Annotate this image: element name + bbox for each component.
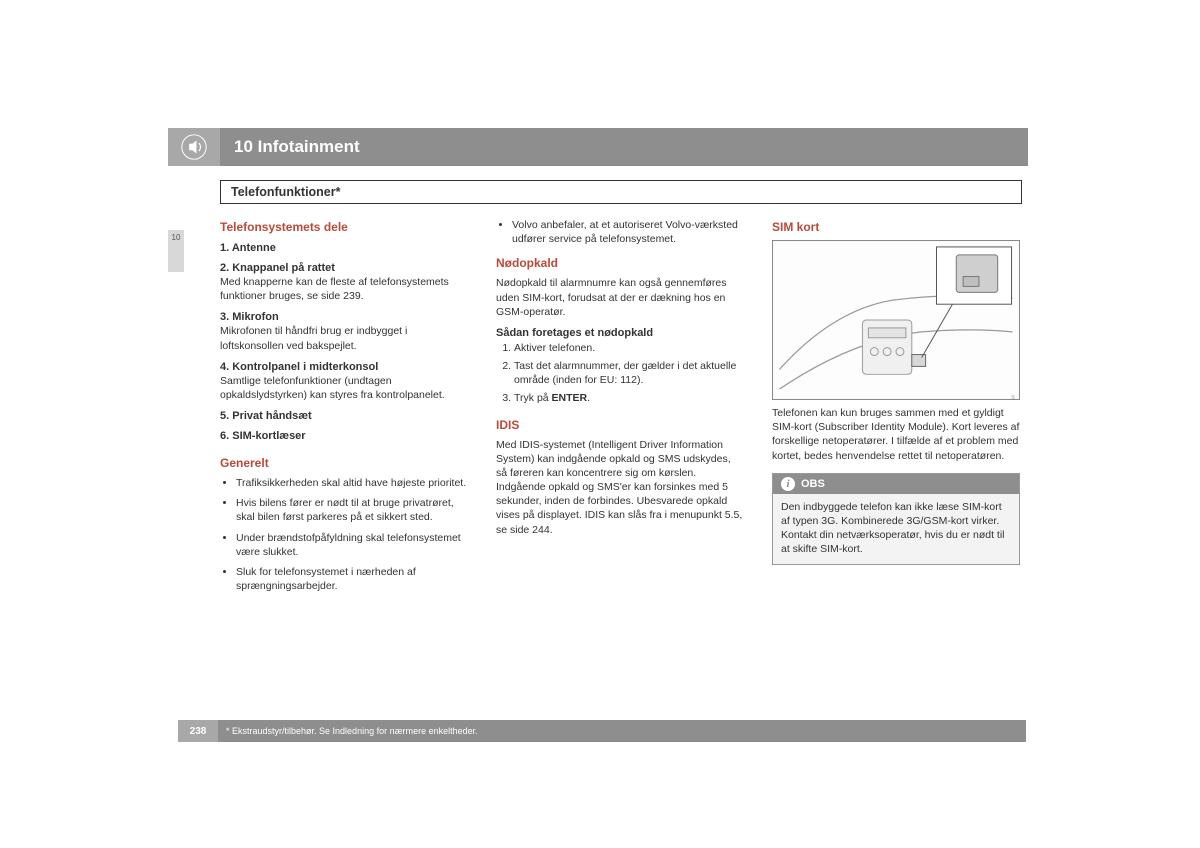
footer-note: * Ekstraudstyr/tilbehør. Se Indledning f… <box>218 726 478 736</box>
heading-emergency: Nødopkald <box>496 256 744 270</box>
item-4-text: Samtlige telefonfunktioner (undtagen opk… <box>220 374 468 402</box>
item-2-text: Med knapperne kan de fleste af telefonsy… <box>220 275 468 303</box>
page-footer: 238 * Ekstraudstyr/tilbehør. Se Indledni… <box>178 720 1026 742</box>
obs-label: OBS <box>801 478 825 490</box>
heading-parts: Telefonsystemets dele <box>220 220 468 234</box>
info-icon: i <box>781 477 795 491</box>
chapter-header: 10 Infotainment <box>168 128 1028 166</box>
svg-text:G020264: G020264 <box>1011 395 1017 399</box>
heading-general: Generelt <box>220 456 468 470</box>
step-2: Tast det alarmnummer, der gælder i det a… <box>514 359 744 387</box>
general-item: Sluk for telefonsystemet i nærheden af s… <box>236 565 468 593</box>
heading-sim: SIM kort <box>772 220 1020 234</box>
item-1-title: 1. Antenne <box>220 242 468 254</box>
item-5-title: 5. Privat håndsæt <box>220 410 468 422</box>
emergency-text: Nødopkald til alarmnumre kan også gennem… <box>496 276 744 319</box>
sim-text: Telefonen kan kun bruges sammen med et g… <box>772 406 1020 463</box>
general-list: Trafiksikkerheden skal altid have højest… <box>220 476 468 593</box>
column-1: Telefonsystemets dele 1. Antenne 2. Knap… <box>220 218 468 599</box>
section-title: Telefonfunktioner* <box>220 180 1022 204</box>
page-number: 238 <box>178 720 218 742</box>
item-6-title: 6. SIM-kortlæser <box>220 430 468 442</box>
item-3-title: 3. Mikrofon <box>220 311 468 323</box>
howto-steps: Aktiver telefonen. Tast det alarmnummer,… <box>496 341 744 406</box>
heading-idis: IDIS <box>496 418 744 432</box>
page-side-tab: 10 <box>168 230 184 272</box>
sim-illustration: G020264 <box>772 240 1020 400</box>
volvo-recommend: Volvo anbefaler, at et autoriseret Volvo… <box>512 218 744 246</box>
obs-body: Den indbyggede telefon kan ikke læse SIM… <box>773 494 1019 565</box>
obs-box: i OBS Den indbyggede telefon kan ikke læ… <box>772 473 1020 566</box>
item-4-title: 4. Kontrolpanel i midterkonsol <box>220 361 468 373</box>
column-3: SIM kort <box>772 218 1020 599</box>
general-item: Trafiksikkerheden skal altid have højest… <box>236 476 468 490</box>
column-2: Volvo anbefaler, at et autoriseret Volvo… <box>496 218 744 599</box>
item-2-title: 2. Knappanel på rattet <box>220 262 468 274</box>
speaker-icon <box>181 134 207 160</box>
general-item: Hvis bilens fører er nødt til at bruge p… <box>236 496 468 524</box>
subheading-howto: Sådan foretages et nødopkald <box>496 327 744 339</box>
item-3-text: Mikrofonen til håndfri brug er indbygget… <box>220 324 468 352</box>
top-bullet: Volvo anbefaler, at et autoriseret Volvo… <box>496 218 744 246</box>
obs-header: i OBS <box>773 474 1019 494</box>
idis-text: Med IDIS-systemet (Intelligent Driver In… <box>496 438 744 537</box>
step-3: Tryk på ENTER. <box>514 391 744 405</box>
general-item: Under brændstofpåfyldning skal telefonsy… <box>236 531 468 559</box>
step-1: Aktiver telefonen. <box>514 341 744 355</box>
chapter-icon-box <box>168 128 220 166</box>
chapter-title: 10 Infotainment <box>220 128 1028 166</box>
